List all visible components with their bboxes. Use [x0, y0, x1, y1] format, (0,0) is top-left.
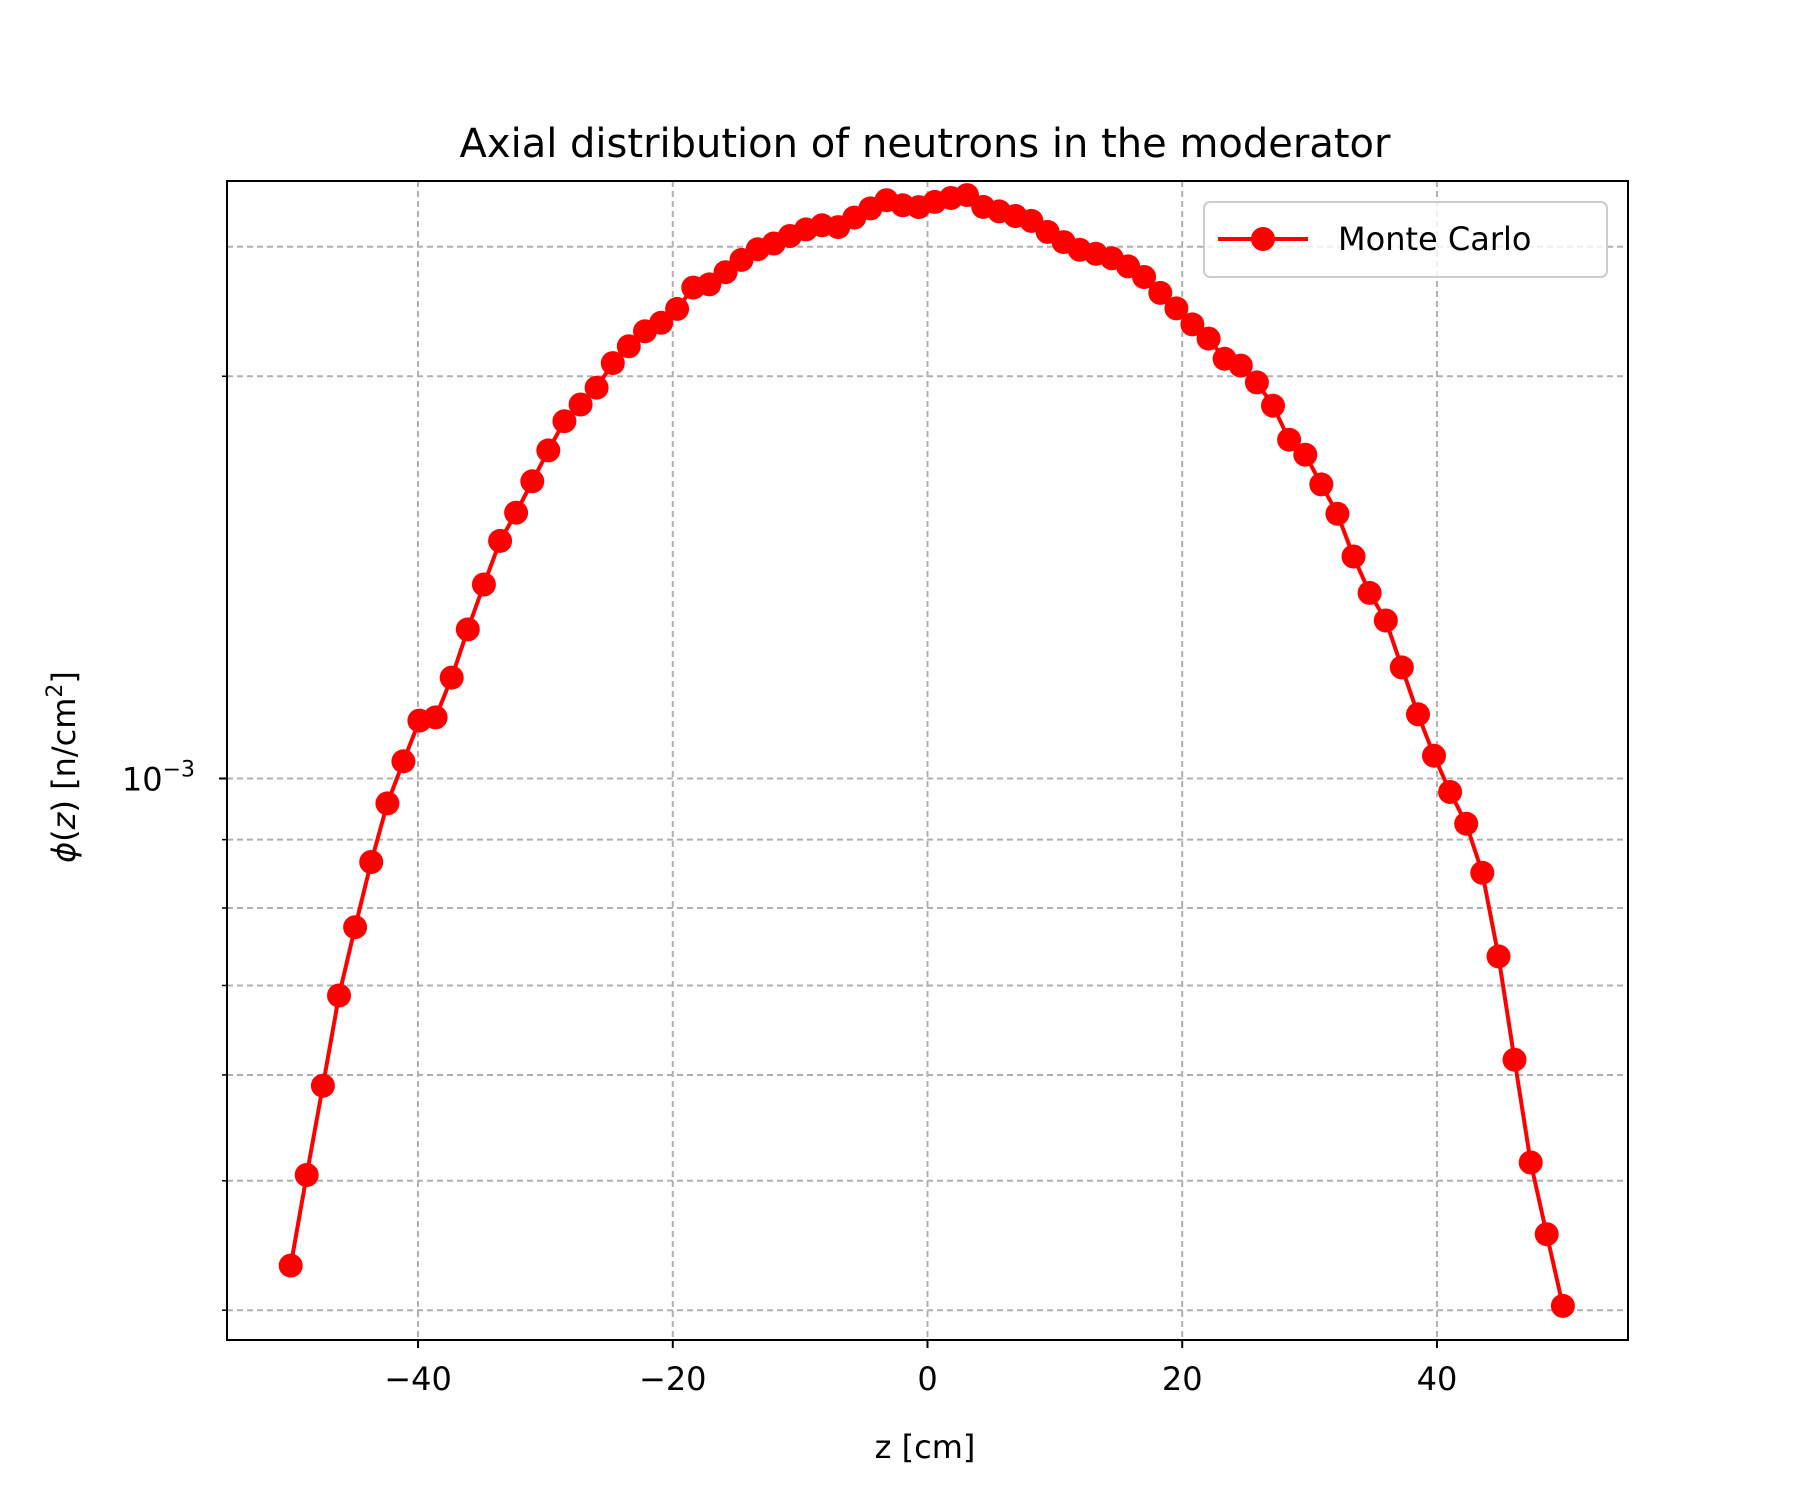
y-axis-label: ϕ(z) [n/cm2]: [43, 671, 83, 863]
data-point: [294, 1163, 319, 1187]
data-point: [375, 791, 400, 816]
data-point: [455, 617, 480, 642]
data-point: [504, 500, 529, 525]
data-point: [1132, 265, 1157, 289]
data-point: [665, 296, 690, 321]
data-point: [1196, 326, 1221, 351]
data-point: [1325, 501, 1350, 526]
data-point: [1309, 472, 1334, 497]
data-point: [1454, 811, 1479, 836]
data-point: [584, 375, 609, 400]
data-point: [1470, 860, 1495, 885]
data-point: [439, 665, 464, 690]
chart-title: Axial distribution of neutrons in the mo…: [460, 121, 1391, 167]
y-tick-label: 10−3: [122, 757, 195, 798]
data-point: [1277, 427, 1302, 452]
data-point: [1438, 780, 1463, 804]
data-point: [1357, 580, 1382, 605]
data-point: [1261, 393, 1285, 418]
legend-label: Monte Carlo: [1338, 220, 1531, 258]
data-point: [1244, 370, 1269, 395]
data-point: [359, 850, 384, 874]
data-point: [649, 310, 674, 335]
x-tick-label: 40: [1417, 1360, 1458, 1398]
data-point: [1341, 544, 1366, 569]
data-point: [488, 528, 513, 553]
y-label-open: (: [45, 829, 83, 841]
data-point: [1164, 296, 1189, 321]
series-layer: [278, 183, 1575, 1318]
data-point: [1389, 655, 1414, 680]
data-point: [1422, 743, 1446, 768]
y-label-symbol: ϕ: [45, 842, 83, 863]
data-point: [1550, 1293, 1575, 1318]
data-point: [1406, 702, 1430, 727]
data-point: [1486, 944, 1511, 969]
grid-layer: [227, 181, 1628, 1340]
data-point: [1180, 312, 1205, 337]
data-point: [310, 1073, 335, 1098]
x-tick-label: −20: [639, 1360, 707, 1398]
data-point: [520, 469, 545, 494]
x-tick-label: 0: [917, 1360, 937, 1398]
data-point: [536, 438, 561, 463]
x-axis-label: z [cm]: [875, 1428, 976, 1466]
data-point: [552, 409, 577, 434]
data-point: [327, 983, 351, 1008]
x-tick-label: −40: [384, 1360, 452, 1398]
x-tick-label: 20: [1162, 1360, 1203, 1398]
y-label-unit-close: ]: [45, 671, 83, 683]
data-point: [1534, 1222, 1559, 1247]
data-point: [278, 1253, 303, 1278]
data-point: [1502, 1047, 1527, 1072]
data-point: [1518, 1150, 1543, 1175]
y-label-close: ): [45, 800, 83, 812]
data-point: [600, 351, 625, 376]
data-point: [568, 392, 593, 417]
data-point: [343, 915, 368, 940]
y-label-unit-exp: 2: [43, 684, 68, 698]
data-point: [616, 334, 641, 359]
legend: Monte Carlo: [1203, 201, 1608, 278]
legend-box: [1203, 201, 1608, 278]
data-point: [391, 749, 416, 774]
y-tick-label-exponent: −3: [163, 757, 195, 782]
data-point: [1148, 280, 1173, 305]
y-tick-label-base: 10: [122, 760, 163, 798]
data-point: [1373, 608, 1398, 633]
data-point: [423, 705, 448, 730]
y-label-var: z: [45, 811, 83, 830]
data-point: [1293, 442, 1318, 467]
data-point: [471, 572, 496, 597]
y-label-unit: [n/cm: [45, 698, 83, 800]
legend-marker: [1251, 227, 1275, 251]
data-point: [1228, 353, 1253, 378]
tick-layer: −40 −20 0 20 40 10−3: [122, 375, 1458, 1398]
